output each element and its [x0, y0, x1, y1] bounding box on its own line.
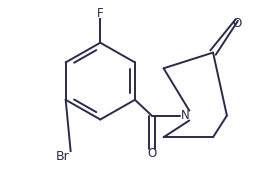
Text: F: F — [97, 7, 104, 20]
Text: Br: Br — [56, 150, 70, 163]
Text: O: O — [147, 147, 156, 161]
Text: O: O — [232, 17, 241, 30]
Text: N: N — [181, 109, 190, 122]
